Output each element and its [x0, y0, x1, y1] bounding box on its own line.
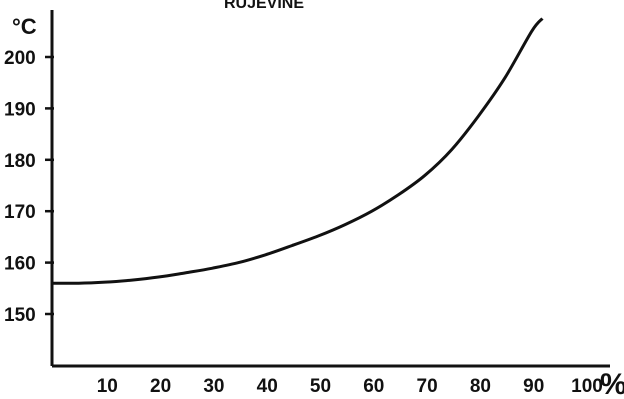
y-tick-label: 160 — [4, 254, 36, 275]
y-tick-label: 150 — [4, 305, 36, 326]
x-tick-label: 40 — [257, 376, 278, 397]
y-tick-label: 200 — [4, 48, 36, 69]
y-tick-label: 170 — [4, 202, 36, 223]
series-line — [51, 17, 544, 285]
x-tick-label: 50 — [310, 376, 331, 397]
x-tick-label: 30 — [203, 376, 224, 397]
x-tick-label: 10 — [97, 376, 118, 397]
x-tick-label: 90 — [523, 376, 544, 397]
chart-title: RUJEVINE — [224, 0, 304, 12]
x-tick-label: 100 — [571, 376, 603, 397]
x-tick-label: 70 — [417, 376, 438, 397]
x-axis-label: % — [600, 368, 624, 399]
x-tick-label: 60 — [363, 376, 384, 397]
y-tick-label: 180 — [4, 151, 36, 172]
y-tick-label: 190 — [4, 99, 36, 120]
x-tick-label: 80 — [470, 376, 491, 397]
x-tick-label: 20 — [150, 376, 171, 397]
y-axis-label: °C — [12, 14, 37, 39]
